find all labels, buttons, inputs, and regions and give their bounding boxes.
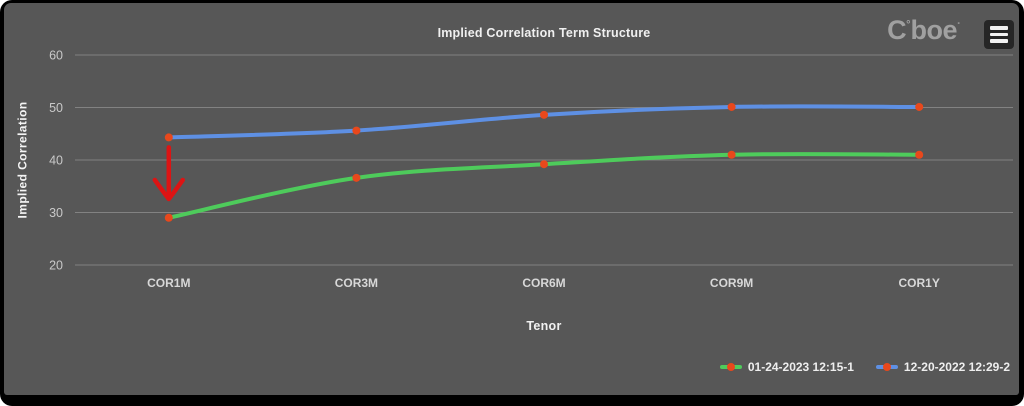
down-arrow-icon <box>152 177 186 202</box>
logo-letter: C <box>887 15 907 45</box>
plot-area[interactable]: 20 30 40 50 60 COR1M COR3M COR6M COR9M COR1Y <box>4 3 1019 395</box>
chart-title: Implied Correlation Term Structure <box>437 26 651 40</box>
data-point-marker[interactable] <box>727 102 736 111</box>
data-point-marker[interactable] <box>540 160 548 169</box>
legend-series-marker <box>719 363 742 371</box>
x-axis-title: Tenor <box>526 319 562 333</box>
legend-label: 12-20-2022 12:29-2 <box>903 360 1010 374</box>
legend-item[interactable]: 01-24-2023 12:15-1 <box>719 360 854 374</box>
legend-dot-icon <box>882 363 891 371</box>
y-axis-title-wrap: Implied Correlation <box>4 55 40 265</box>
hamburger-icon <box>990 39 1008 43</box>
data-point-marker[interactable] <box>540 110 548 119</box>
cboe-logo: C°boe· <box>887 8 961 45</box>
data-point-marker[interactable] <box>164 133 173 142</box>
legend-label: 01-24-2023 12:15-1 <box>747 360 854 374</box>
chart-canvas: 20 30 40 50 60 COR1M COR3M COR6M COR9M COR1Y Impl… <box>4 3 1019 395</box>
y-tick-label: 30 <box>49 206 63 220</box>
data-point-marker[interactable] <box>727 150 736 159</box>
x-tick-label: COR1M <box>147 276 190 290</box>
y-axis-title: Implied Correlation <box>15 101 30 219</box>
logo-rest: boe <box>910 15 957 45</box>
y-tick-label: 60 <box>49 49 63 63</box>
y-tick-label: 50 <box>49 101 63 115</box>
data-point-marker[interactable] <box>164 213 173 222</box>
data-point-marker[interactable] <box>915 150 924 159</box>
data-point-marker[interactable] <box>915 102 924 111</box>
hamburger-icon <box>990 32 1008 37</box>
data-point-marker[interactable] <box>352 126 361 135</box>
hamburger-icon <box>990 26 1008 30</box>
legend: 01-24-2023 12:15-1 12-20-2022 12:29-2 <box>719 360 1010 374</box>
x-tick-label: COR6M <box>522 276 565 290</box>
y-tick-label: 20 <box>49 259 63 273</box>
menu-button[interactable] <box>984 20 1014 49</box>
legend-item[interactable]: 12-20-2022 12:29-2 <box>875 360 1010 374</box>
legend-series-marker <box>875 363 898 371</box>
legend-dot-icon <box>726 363 735 371</box>
x-tick-label: COR1Y <box>899 276 940 290</box>
logo-degree-mark: ° <box>906 19 911 31</box>
x-tick-label: COR3M <box>335 276 378 290</box>
logo-tm-dot: · <box>957 16 961 30</box>
y-tick-label: 40 <box>49 154 63 168</box>
data-point-marker[interactable] <box>352 173 361 182</box>
x-tick-label: COR9M <box>710 276 753 290</box>
